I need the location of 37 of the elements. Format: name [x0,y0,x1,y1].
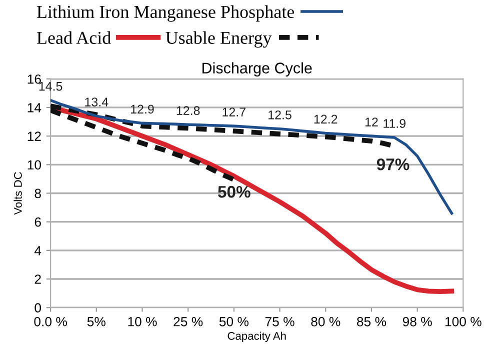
x-tick-label: 85 % [357,316,386,326]
y-tick-label: 16 [28,74,41,84]
x-axis-title: Capacity Ah [228,332,286,342]
annotation: 50% [218,186,250,198]
y-tick-label: 12 [28,132,41,141]
data-label: 12.5 [268,110,292,120]
x-tick-label: 100 % [445,316,482,326]
y-tick-label: 6 [34,217,41,227]
chart-title: Discharge Cycle [202,62,312,77]
data-label: 12.2 [314,114,338,124]
data-label: 13.4 [85,98,108,106]
x-tick-label: 98 % [402,316,432,326]
y-tick-label: 0 [34,303,41,313]
line-series [50,98,454,215]
legend-label: Lithium Iron Manganese Phosphate [36,5,294,22]
legend-label: Usable Energy [166,31,272,48]
data-label: 12 [365,118,378,126]
data-label: 12.9 [131,104,154,114]
y-axis-title: Volts DC [14,172,22,215]
y-tick-label: 10 [28,160,41,170]
y-tick-label: 4 [34,246,42,256]
x-tick-label: 0.0 % [34,316,67,326]
x-tick-label: 25 % [174,316,203,326]
legend-label: Lead Acid [36,31,111,44]
x-tick-label: 80 % [311,316,340,326]
data-label: 12.8 [176,106,200,116]
x-tick-label: 10 % [128,316,157,326]
x-tick-label: 75 % [265,317,294,326]
data-label: 14.5 [39,82,62,91]
annotation: 97% [376,158,410,170]
x-tick-label: 5% [87,317,106,326]
y-tick-label: 8 [34,188,41,198]
y-tick-label: 14 [28,103,42,112]
y-tick-label: 2 [34,274,41,284]
x-tick-label: 50 % [219,316,248,326]
data-label: 12.7 [222,108,246,116]
data-label: 11.9 [384,119,406,128]
